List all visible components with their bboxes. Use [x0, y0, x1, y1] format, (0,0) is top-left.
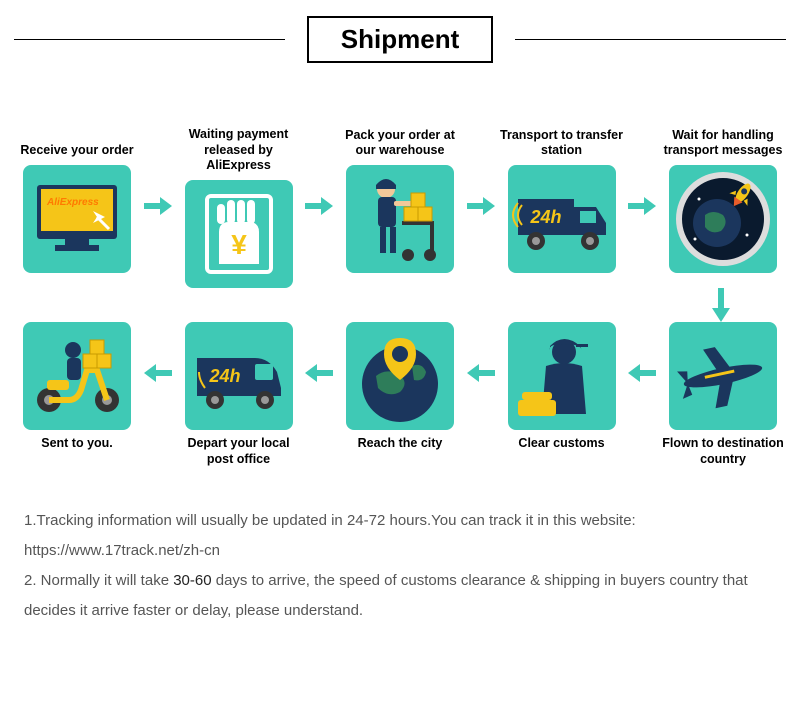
customs-icon: [508, 322, 616, 430]
note-line-1b: https://www.17track.net/zh-cn: [24, 536, 776, 566]
arrow-right-icon: [466, 127, 496, 215]
step-reach-city: Reach the city: [335, 322, 465, 468]
van-24-icon: 24h: [185, 322, 293, 430]
hand-yen-icon: ¥: [185, 180, 293, 288]
step-label: Sent to you.: [39, 436, 115, 468]
header-rule-right: [515, 39, 786, 40]
step-flown: Flown to destination country: [658, 322, 788, 468]
packer-icon: [346, 165, 454, 273]
svg-text:24h: 24h: [208, 366, 240, 386]
note-line-2: 2. Normally it will take 30-60 days to a…: [24, 566, 776, 626]
arrow-down-icon: [12, 288, 788, 322]
page-title: Shipment: [307, 16, 493, 63]
step-waiting-payment: Waiting payment released by AliExpress ¥: [174, 127, 304, 288]
header-rule-left: [14, 39, 285, 40]
step-transport-station: Transport to transfer station 24h: [497, 127, 627, 273]
arrow-right-icon: [627, 127, 657, 215]
flow-row-bottom: Sent to you. 24h Depart your local post …: [12, 322, 788, 468]
step-label: Wait for handling transport messages: [658, 127, 788, 159]
header-bar: Shipment: [0, 0, 800, 69]
step-label: Receive your order: [18, 127, 135, 159]
step-label: Flown to destination country: [658, 436, 788, 468]
shipment-notes: 1.Tracking information will usually be u…: [0, 478, 800, 650]
truck-24-icon: 24h: [508, 165, 616, 273]
space-icon: [669, 165, 777, 273]
step-label: Reach the city: [356, 436, 445, 468]
city-pin-icon: [346, 322, 454, 430]
note-2-prefix: 2. Normally it will take: [24, 572, 173, 589]
arrow-left-icon: [627, 322, 657, 382]
svg-text:¥: ¥: [231, 229, 247, 260]
svg-text:AliExpress: AliExpress: [46, 197, 99, 208]
step-label: Waiting payment released by AliExpress: [174, 127, 304, 174]
monitor-icon: AliExpress: [23, 165, 131, 273]
flow-row-top: Receive your order AliExpress Waiting pa…: [12, 127, 788, 288]
arrow-right-icon: [143, 127, 173, 215]
step-label: Clear customs: [516, 436, 606, 468]
note-2-days: 30-60: [173, 572, 211, 589]
svg-text:24h: 24h: [529, 207, 561, 227]
arrow-left-icon: [143, 322, 173, 382]
step-label: Depart your local post office: [174, 436, 304, 468]
step-pack-order: Pack your order at our warehouse: [335, 127, 465, 273]
step-receive-order: Receive your order AliExpress: [12, 127, 142, 273]
shipment-flow: Receive your order AliExpress Waiting pa…: [0, 69, 800, 478]
arrow-left-icon: [466, 322, 496, 382]
step-depart-post: 24h Depart your local post office: [174, 322, 304, 468]
arrow-right-icon: [304, 127, 334, 215]
scooter-icon: [23, 322, 131, 430]
note-line-1a: 1.Tracking information will usually be u…: [24, 506, 776, 536]
step-label: Pack your order at our warehouse: [335, 127, 465, 159]
plane-icon: [669, 322, 777, 430]
step-label: Transport to transfer station: [497, 127, 627, 159]
arrow-left-icon: [304, 322, 334, 382]
step-wait-messages: Wait for handling transport messages: [658, 127, 788, 273]
step-clear-customs: Clear customs: [497, 322, 627, 468]
step-sent-to-you: Sent to you.: [12, 322, 142, 468]
